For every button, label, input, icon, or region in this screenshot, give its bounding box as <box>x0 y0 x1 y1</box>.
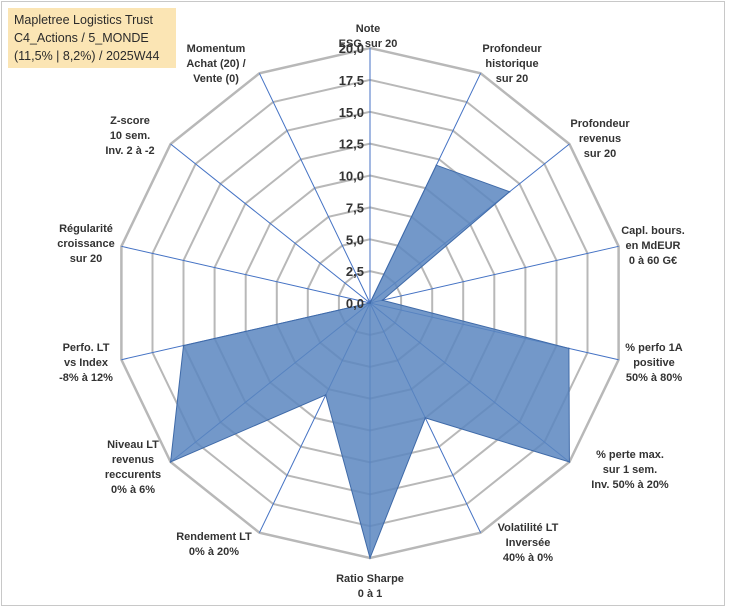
axis-label-line: ESG sur 20 <box>339 38 398 50</box>
axis-label-8: Ratio Sharpe 0 à 1 <box>336 573 404 600</box>
axis-label-4: Capl. bours. en MdEUR 0 à 60 G€ <box>621 225 685 267</box>
radar-series <box>169 164 571 560</box>
data-point-7 <box>424 417 427 419</box>
data-point-10 <box>169 461 172 463</box>
axis-label-line: sur 20 <box>496 73 528 85</box>
radar-axis-labels: Note ESG sur 20 Profondeur historique sur 20… <box>57 23 685 600</box>
axis-label-line: en MdEUR <box>626 240 681 252</box>
data-point-4 <box>381 299 384 302</box>
axis-label-line: Inversée <box>506 537 551 549</box>
axis-label-7: Volatilité LT Inversée 40% à 0% <box>498 522 559 564</box>
axis-label-line: 0% à 6% <box>111 484 155 496</box>
axis-label-12: Régularité croissance sur 20 <box>57 223 114 265</box>
axis-label-line: 10 sem. <box>110 130 150 142</box>
data-point-5 <box>568 347 570 350</box>
axis-label-line: Volatilité LT <box>498 522 559 534</box>
tick-label: 15,0 <box>339 105 364 120</box>
axis-spoke-14 <box>258 73 371 304</box>
title-line-2: C4_Actions / 5_MONDE <box>14 31 149 45</box>
axis-label-line: Ratio Sharpe <box>336 573 404 585</box>
axis-label-line: Note <box>356 23 380 35</box>
axis-label-3: Profondeur revenus sur 20 <box>570 118 630 160</box>
axis-label-line: vs Index <box>64 357 109 369</box>
axis-label-line: Rendement LT <box>176 531 252 543</box>
axis-label-line: Niveau LT <box>107 439 159 451</box>
axis-label-14: Momentum Achat (20) / Vente (0) <box>186 43 245 85</box>
axis-label-line: Inv. 2 à -2 <box>105 145 154 157</box>
data-point-9 <box>324 394 327 396</box>
data-point-2 <box>435 164 438 166</box>
axis-label-line: sur 20 <box>70 253 102 265</box>
axis-label-line: Momentum <box>187 43 246 55</box>
tick-label: 17,5 <box>339 73 364 88</box>
axis-label-2: Profondeur historique sur 20 <box>482 43 542 85</box>
axis-label-line: Capl. bours. <box>621 225 685 237</box>
axis-label-line: -8% à 12% <box>59 372 113 384</box>
title-line-1: Mapletree Logistics Trust <box>14 13 153 27</box>
tick-label: 20,0 <box>339 41 364 56</box>
axis-label-line: 0 à 1 <box>358 588 382 600</box>
chart-title-box: Mapletree Logistics Trust C4_Actions / 5… <box>8 8 176 68</box>
axis-label-line: 50% à 80% <box>626 372 682 384</box>
title-line-3: (11,5% | 8,2%) / 2025W44 <box>14 49 160 63</box>
axis-label-line: sur 20 <box>584 148 616 160</box>
axis-label-line: % perte max. <box>596 449 664 461</box>
axis-label-line: % perfo 1A <box>625 342 683 354</box>
axis-label-line: positive <box>633 357 675 369</box>
axis-label-line: 0% à 20% <box>189 546 239 558</box>
axis-label-13: Z-score 10 sem. Inv. 2 à -2 <box>105 115 154 157</box>
data-point-8 <box>369 557 371 559</box>
axis-label-5: % perfo 1A positive 50% à 80% <box>625 342 683 384</box>
tick-label: 7,5 <box>346 200 364 215</box>
axis-label-line: reccurents <box>105 469 161 481</box>
axis-label-line: sur 1 sem. <box>603 464 657 476</box>
axis-label-line: Profondeur <box>570 118 630 130</box>
axis-label-line: revenus <box>579 133 621 145</box>
series-area <box>170 164 570 560</box>
axis-label-line: 40% à 0% <box>503 552 553 564</box>
radar-tick-labels: 0,0 2,5 5,0 7,5 10,0 12,5 15,0 17,5 20,0 <box>339 41 364 311</box>
axis-label-line: Perfo. LT <box>63 342 110 354</box>
tick-label: 0,0 <box>346 296 364 311</box>
axis-spoke-12 <box>121 245 371 304</box>
data-point-14 <box>369 302 371 304</box>
tick-label: 2,5 <box>346 264 364 279</box>
data-point-11 <box>182 344 185 347</box>
axis-label-line: Profondeur <box>482 43 542 55</box>
axis-label-line: Vente (0) <box>193 73 239 85</box>
axis-label-line: 0 à 60 G€ <box>629 255 677 267</box>
axis-label-line: historique <box>485 58 538 70</box>
axis-label-line: Régularité <box>59 223 113 235</box>
axis-label-6: % perte max. sur 1 sem. Inv. 50% à 20% <box>591 449 669 491</box>
axis-label-line: croissance <box>57 238 114 250</box>
axis-label-line: Achat (20) / <box>186 58 245 70</box>
axis-label-line: Inv. 50% à 20% <box>591 479 669 491</box>
axis-label-11: Perfo. LT vs Index -8% à 12% <box>59 342 113 384</box>
axis-label-9: Rendement LT 0% à 20% <box>176 531 252 558</box>
tick-label: 10,0 <box>339 169 364 184</box>
data-point-6 <box>568 461 571 463</box>
axis-label-1: Note ESG sur 20 <box>339 23 398 50</box>
tick-label: 12,5 <box>339 137 364 152</box>
axis-label-line: Z-score <box>110 115 150 127</box>
data-point-3 <box>508 190 511 193</box>
tick-label: 5,0 <box>346 232 364 247</box>
axis-label-10: Niveau LT revenus reccurents 0% à 6% <box>105 439 161 496</box>
axis-spoke-4 <box>369 245 619 304</box>
axis-spoke-13 <box>170 143 371 304</box>
axis-label-line: revenus <box>112 454 154 466</box>
